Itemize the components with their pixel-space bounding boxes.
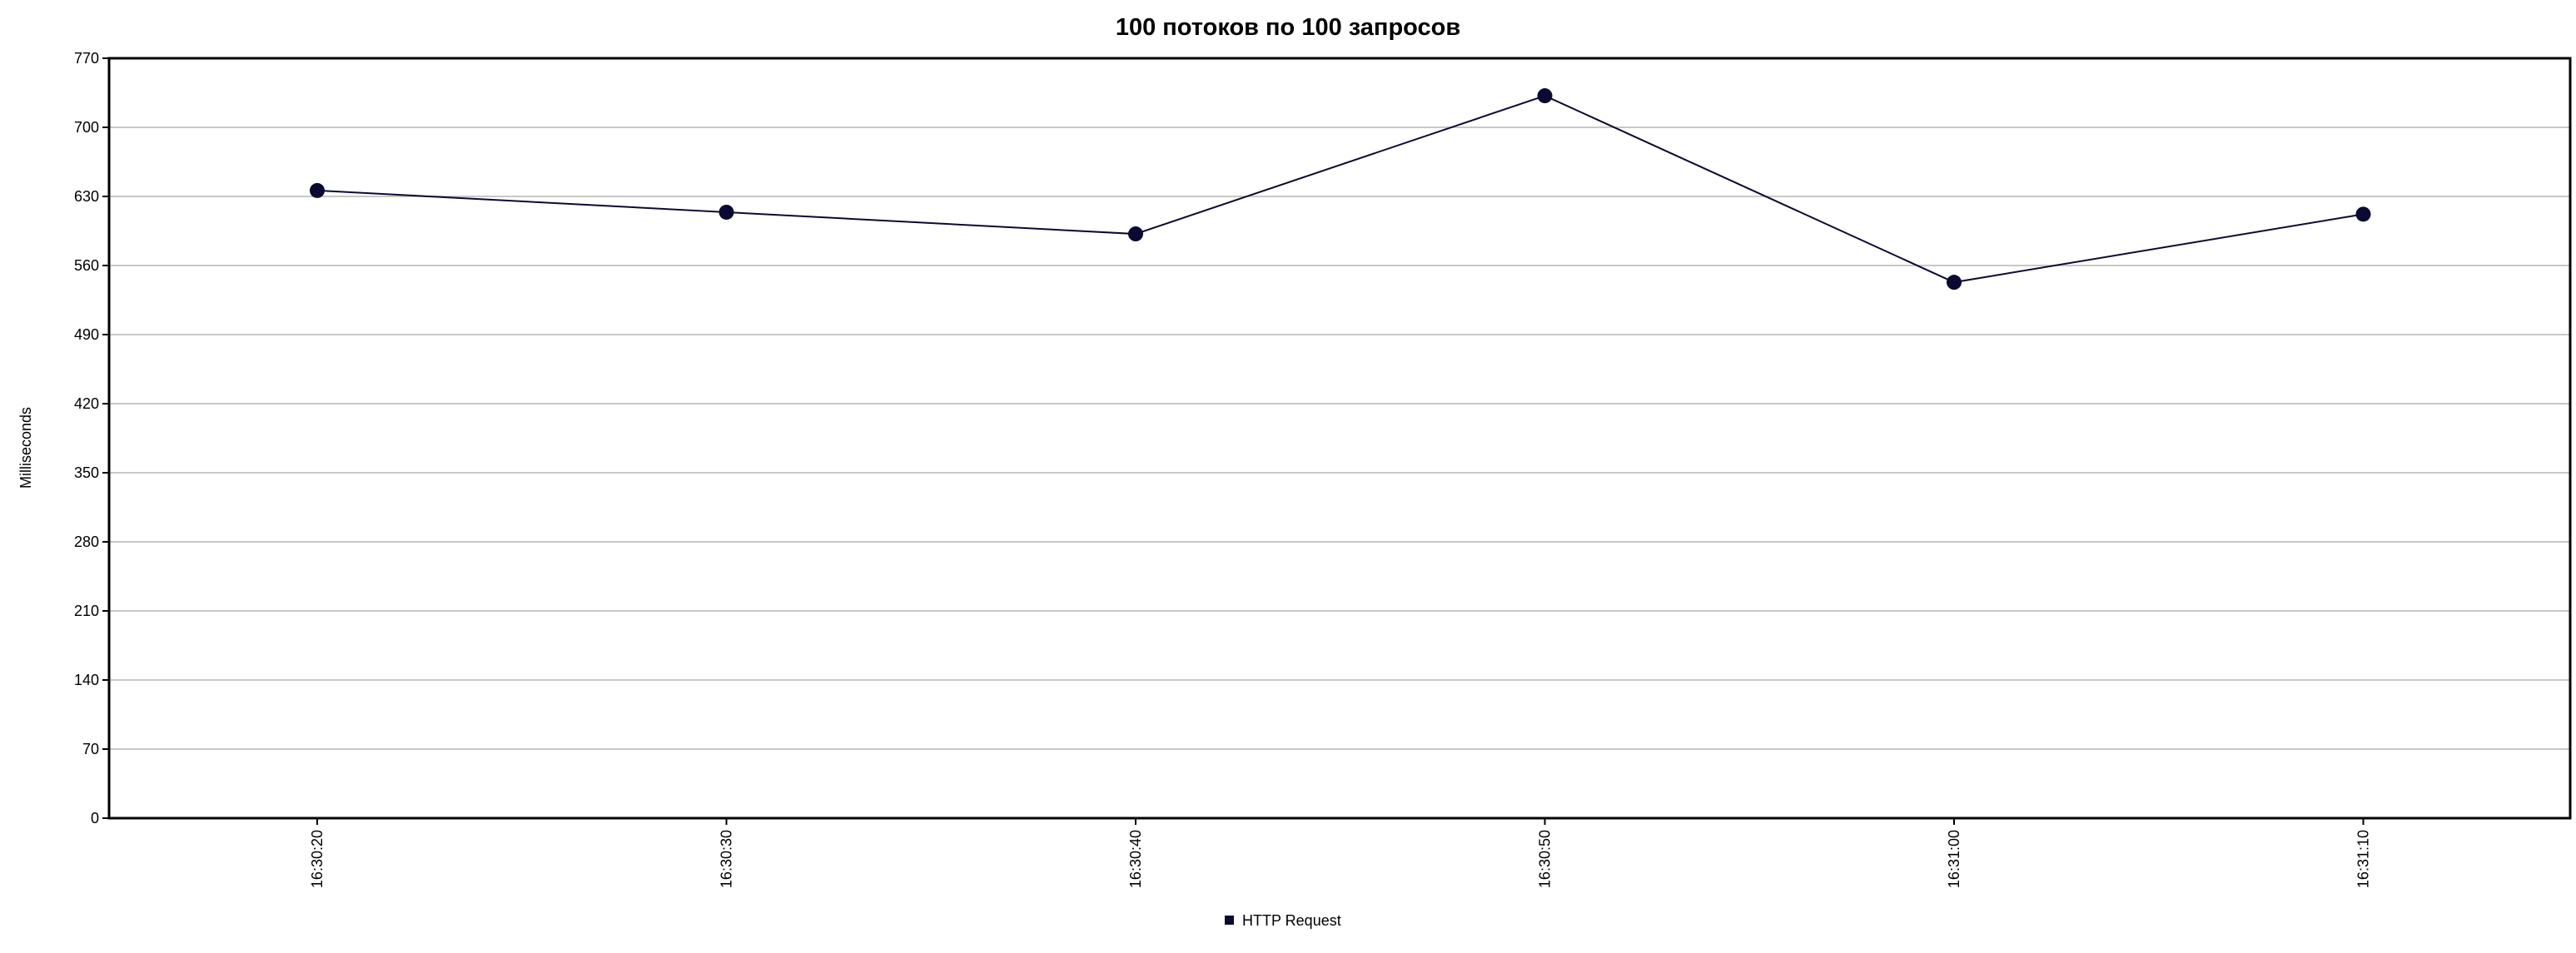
y-tick-label: 350 <box>74 464 99 481</box>
y-tick-label: 490 <box>74 326 99 343</box>
x-tick-label: 16:30:40 <box>1127 830 1144 888</box>
chart-title: 100 потоков по 100 запросов <box>1116 14 1460 41</box>
data-point <box>2355 206 2371 222</box>
data-point <box>310 182 325 198</box>
x-tick-label: 16:31:10 <box>2355 830 2372 888</box>
x-tick-label: 16:30:50 <box>1537 830 1554 888</box>
y-tick-label: 560 <box>74 257 99 274</box>
gridlines <box>109 127 2570 750</box>
x-tick-label: 16:30:30 <box>719 830 735 888</box>
data-point <box>1947 275 1962 290</box>
plot-area-frame <box>107 57 2572 820</box>
series-line <box>316 94 2364 284</box>
y-tick-label: 280 <box>74 534 99 550</box>
y-tick-label: 420 <box>74 395 99 412</box>
y-tick-label: 700 <box>74 119 99 136</box>
x-axis-ticks: 16:30:20 16:30:30 16:30:40 16:30:50 16:31:00… <box>309 818 2372 888</box>
data-point <box>719 204 734 220</box>
legend-swatch <box>1225 916 1234 925</box>
y-tick-label: 70 <box>82 741 99 757</box>
legend-label: HTTP Request <box>1242 912 1341 929</box>
data-point <box>1128 226 1143 242</box>
y-tick-label: 770 <box>74 50 99 67</box>
y-tick-label: 140 <box>74 672 99 688</box>
y-tick-label: 210 <box>74 603 99 619</box>
x-tick-label: 16:31:00 <box>1946 830 1962 888</box>
data-point <box>1537 88 1553 104</box>
y-axis-ticks: 0 70 140 210 280 350 420 490 560 630 700 770 <box>74 50 109 826</box>
legend: HTTP Request <box>1225 912 1341 929</box>
y-tick-label: 630 <box>74 188 99 205</box>
x-tick-label: 16:30:20 <box>309 830 326 888</box>
y-tick-label: 0 <box>91 810 99 826</box>
y-axis-label: Milliseconds <box>17 407 34 489</box>
series-layer <box>310 88 2371 290</box>
